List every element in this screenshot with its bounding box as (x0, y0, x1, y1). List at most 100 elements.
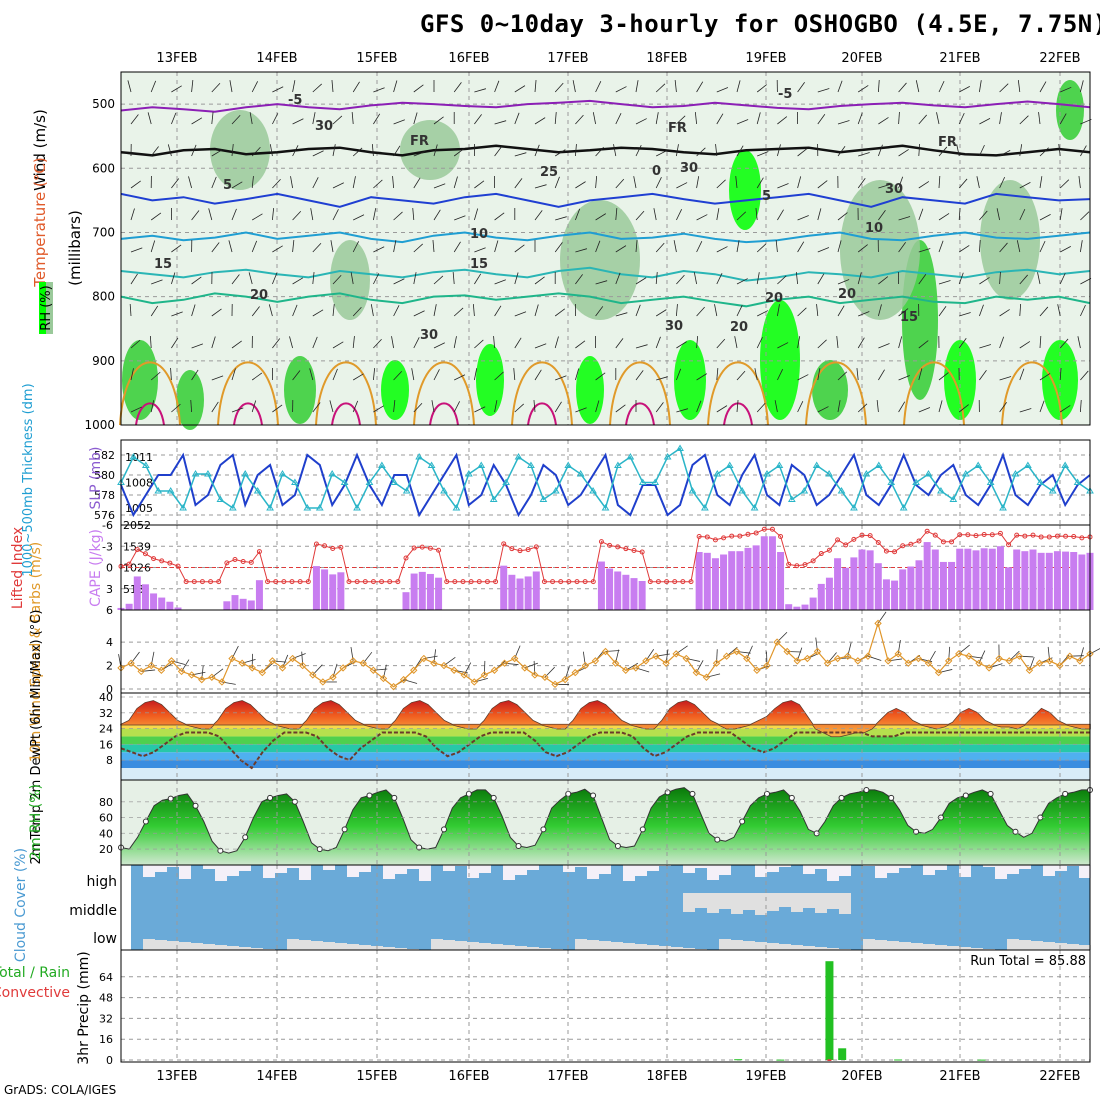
wind-speed-point (339, 664, 347, 672)
wind-barb (1059, 272, 1066, 285)
wind-barb (979, 118, 991, 125)
precip-legend-total: Total / Rain (0, 965, 70, 981)
lifted-index-point (403, 555, 409, 561)
pressure-tick-label: 800 (92, 290, 115, 304)
cape-bar (850, 557, 858, 610)
wind-barb (837, 400, 841, 413)
wind-barb (817, 88, 830, 93)
wind-barb (999, 402, 1007, 413)
slp-point (924, 470, 933, 477)
lifted-index-point (362, 579, 368, 585)
wind-speed-point (844, 652, 852, 660)
wind-speed-point (1066, 652, 1074, 660)
wind-barb (575, 274, 583, 285)
slp-point (626, 453, 635, 460)
wind-barb (474, 88, 487, 93)
wind-speed-point (955, 650, 963, 658)
lifted-index-point (875, 539, 881, 545)
wind-barb (393, 370, 403, 381)
wind-barb (595, 372, 606, 381)
slp-point (340, 478, 349, 485)
wind-barb (332, 341, 344, 349)
lifted-index-point (395, 579, 401, 585)
wind-barb (575, 368, 580, 381)
wind-barb (371, 144, 374, 157)
wind-barb (211, 401, 219, 413)
wind-barb (231, 340, 242, 349)
wind-speed-point (238, 659, 246, 667)
wind-barb (898, 149, 909, 157)
wind-barb (1039, 306, 1049, 317)
cloud-high-gap (635, 865, 647, 876)
wind-barb (534, 276, 545, 285)
cape-bar (817, 583, 825, 610)
temp-tick-label: 16 (99, 738, 113, 751)
wind-barb (956, 144, 960, 157)
wind-speed-point (672, 650, 680, 658)
wind-barb (533, 400, 536, 413)
lifted-index-point (533, 544, 539, 550)
cape-bar (785, 604, 793, 610)
wind-barb (696, 147, 706, 157)
wind-barb (1037, 272, 1041, 285)
slp-point (477, 461, 486, 468)
wind-barb (958, 178, 968, 189)
wind-speed-point (268, 657, 277, 665)
cloud-high-gap (1079, 865, 1091, 878)
lifted-index-point (1022, 533, 1028, 539)
wind-speed-point (722, 652, 731, 660)
wind-barb (191, 210, 200, 221)
lifted-index-point (680, 579, 686, 585)
cape-bar (980, 548, 988, 610)
cloud-low-gap (467, 942, 479, 950)
wind-barb (958, 338, 967, 349)
wind-barb (534, 144, 540, 157)
rh-point (788, 794, 795, 801)
lifted-index-point (778, 534, 784, 540)
wind-barb (775, 240, 778, 253)
wind-barb (454, 374, 466, 381)
cape-bar (1005, 567, 1013, 610)
cloud-low-gap (1055, 943, 1067, 950)
wind-barb (797, 176, 802, 189)
wind-barb (1080, 370, 1089, 381)
wind-barb (979, 277, 990, 285)
cape-bar (141, 584, 149, 610)
wind-barb (433, 116, 444, 125)
cloud-middle-gap (839, 893, 851, 914)
wind-barb (635, 118, 647, 125)
slp-point (986, 478, 995, 485)
rh-region (122, 340, 158, 420)
cloud-middle-gap (683, 893, 695, 912)
wind-barb (554, 242, 563, 253)
wind-speed-point (621, 666, 630, 674)
cloud-low-gap (203, 944, 215, 950)
wind-barb (292, 277, 304, 285)
slp-point (1061, 461, 1070, 468)
li-tick-label: 0 (106, 562, 113, 575)
wind-barb (474, 406, 486, 413)
wind-barb (272, 113, 279, 125)
wind-barb (292, 80, 296, 93)
lifted-index-point (794, 563, 800, 569)
lifted-index-point (957, 532, 963, 538)
temp-contour-orange (707, 361, 769, 426)
temp-color-band (121, 760, 1090, 768)
date-label-bottom: 18FEB (646, 1069, 687, 1084)
wind-barb (171, 403, 181, 413)
wind-barb (1080, 304, 1086, 317)
slp-point (850, 504, 858, 511)
slp-point (713, 470, 722, 477)
wind-barb (534, 184, 547, 189)
wind-barb (736, 145, 744, 157)
cloud-high-gap (707, 865, 719, 880)
date-label-top: 22FEB (1039, 51, 1080, 66)
date-label-bottom: 16FEB (448, 1069, 489, 1084)
wind-barb (494, 212, 505, 221)
wind-speed-point (965, 652, 973, 660)
cloud-low-gap (767, 943, 779, 950)
slp-tick-label: 1008 (125, 477, 153, 490)
wind-barb (352, 336, 355, 349)
wind-barb (756, 272, 760, 285)
wind-speed-point (410, 666, 418, 674)
